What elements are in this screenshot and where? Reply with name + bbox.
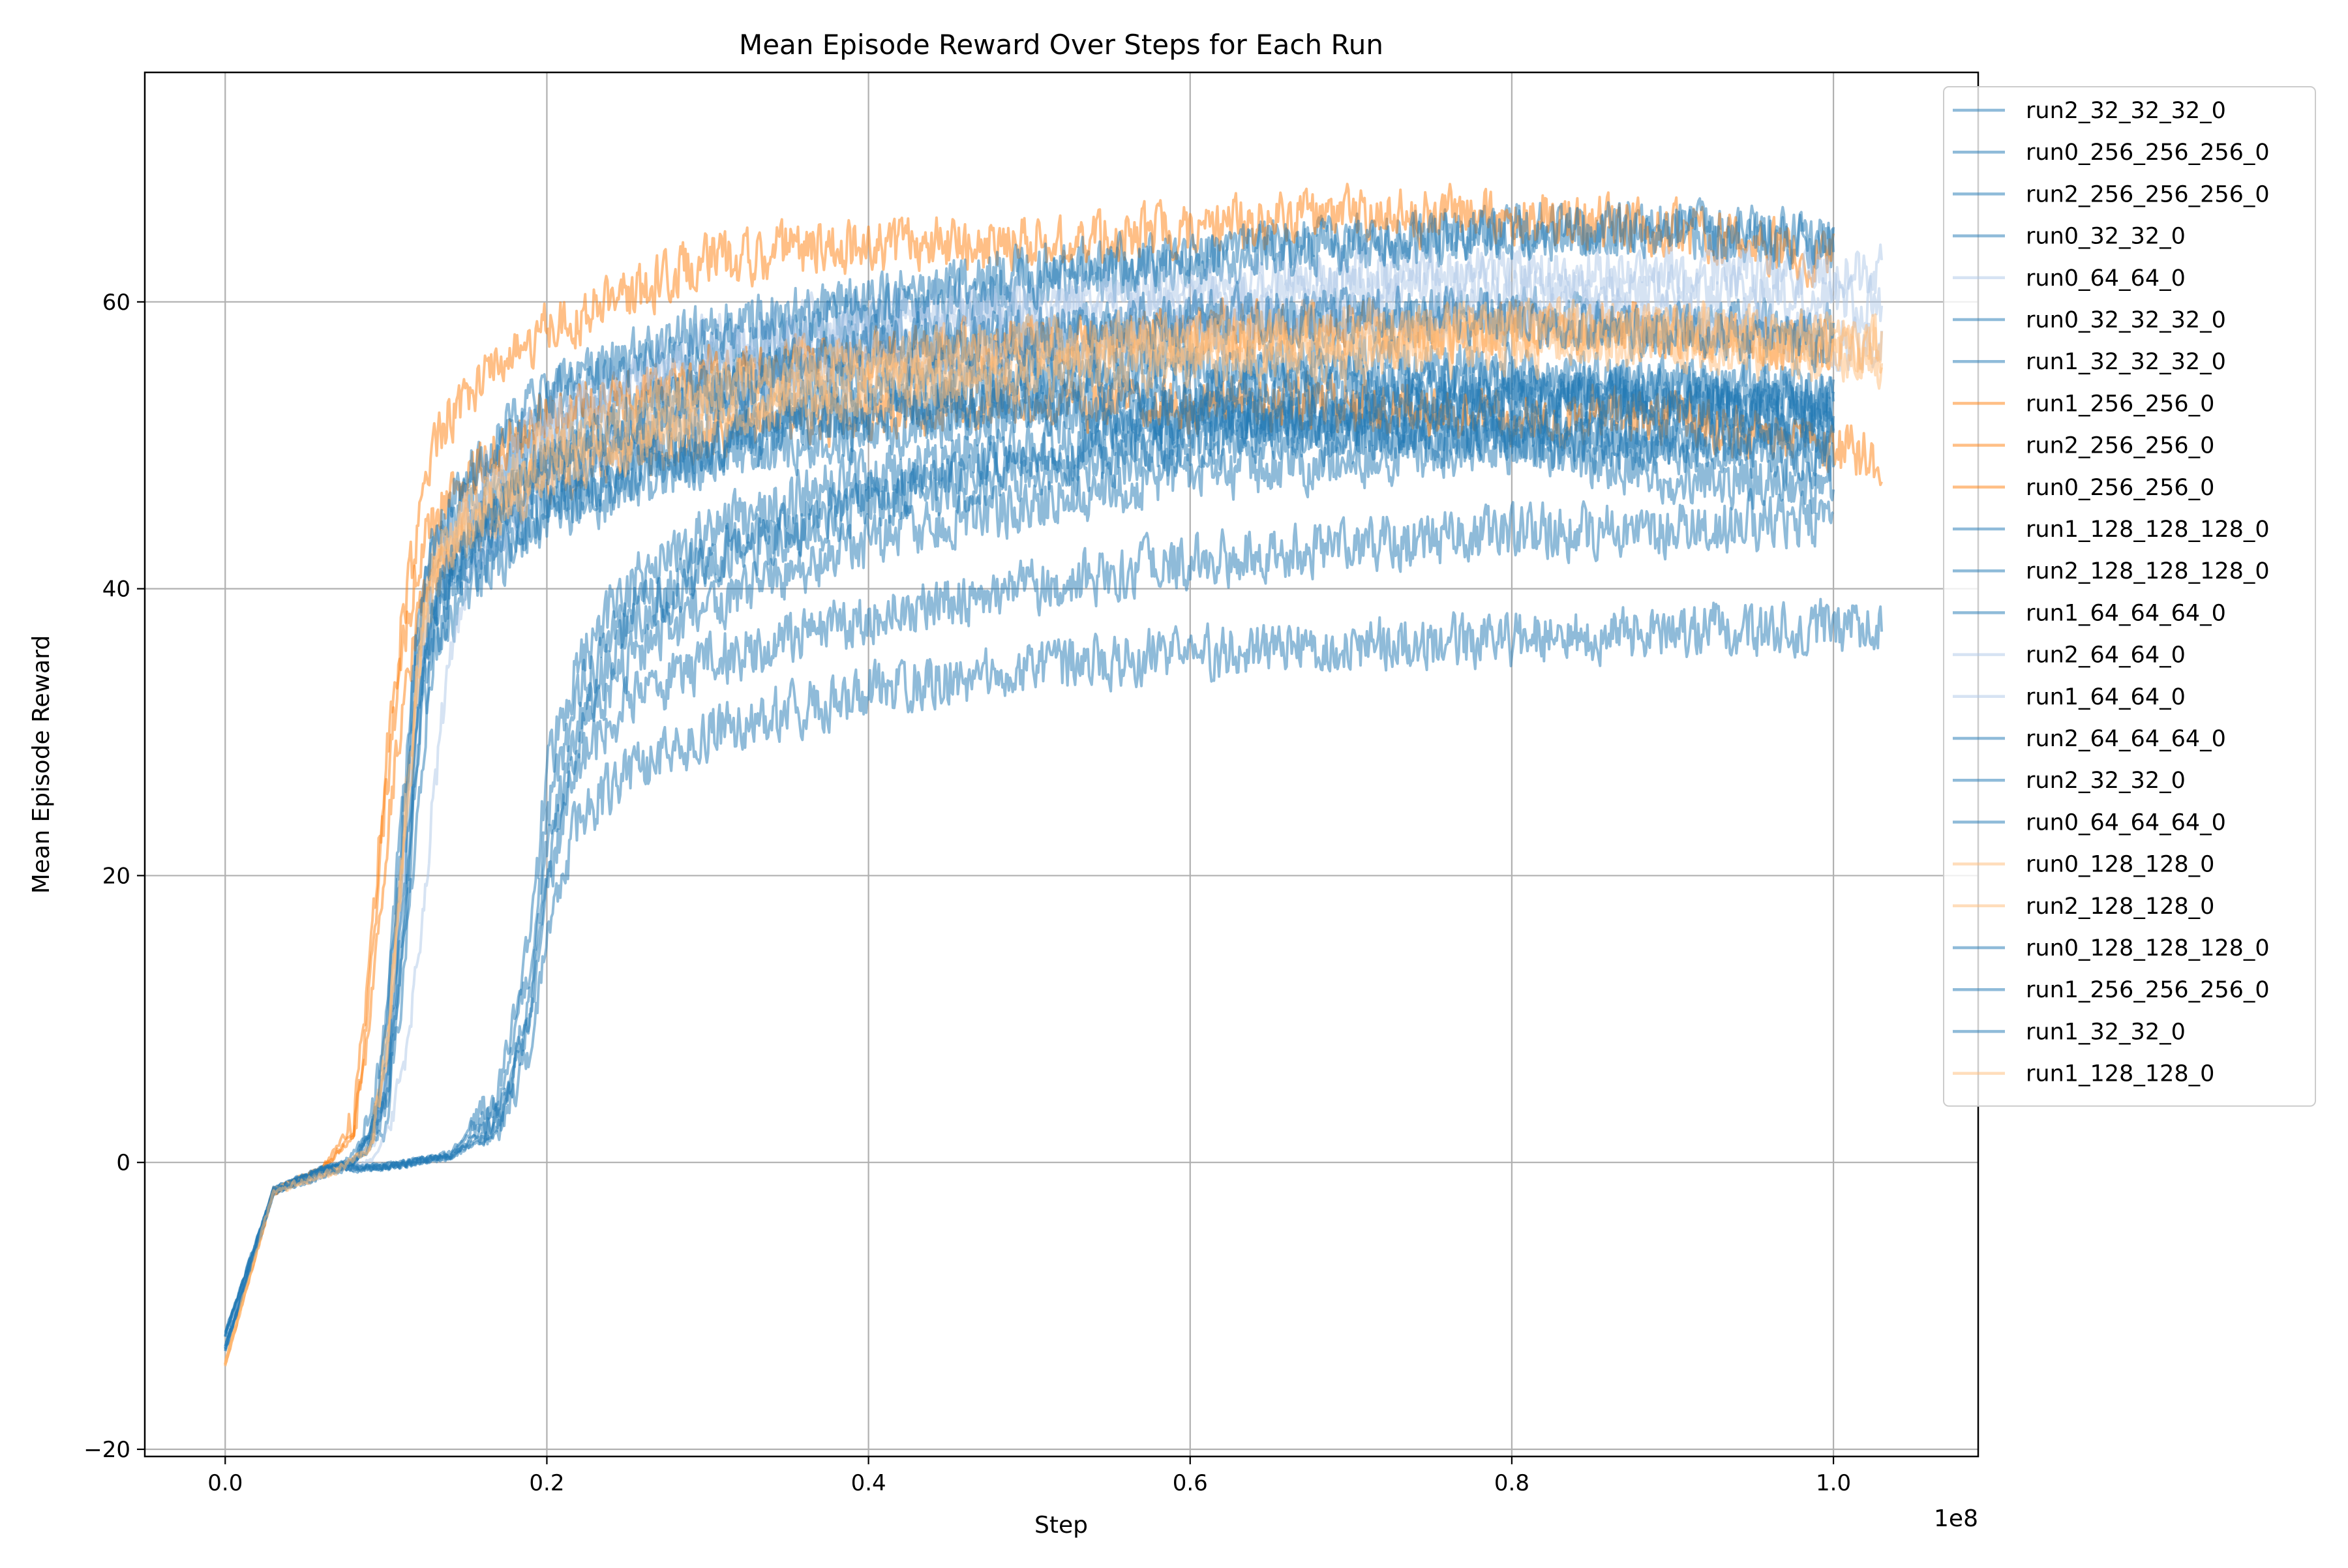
- legend-entry-label: run2_32_32_0: [2026, 768, 2186, 794]
- x-tick-label: 0.0: [207, 1470, 243, 1496]
- y-tick-label: 0: [116, 1150, 130, 1176]
- legend-entry-label: run1_32_32_32_0: [2026, 349, 2226, 375]
- legend-entry-label: run0_128_128_0: [2026, 852, 2214, 878]
- legend-entry-label: run2_128_128_0: [2026, 894, 2214, 920]
- legend-entry-label: run1_32_32_0: [2026, 1019, 2186, 1045]
- legend-entry-label: run2_256_256_0: [2026, 433, 2214, 459]
- legend-entry-label: run1_64_64_64_0: [2026, 600, 2226, 626]
- legend-entry-label: run0_128_128_128_0: [2026, 935, 2270, 961]
- chart-title: Mean Episode Reward Over Steps for Each …: [739, 29, 1383, 61]
- x-tick-label: 1.0: [1816, 1470, 1851, 1496]
- legend-entry-label: run0_64_64_64_0: [2026, 809, 2226, 836]
- legend-entry-label: run1_128_128_128_0: [2026, 517, 2270, 543]
- x-tick-label: 0.8: [1494, 1470, 1529, 1496]
- legend-entry-label: run2_128_128_128_0: [2026, 558, 2270, 584]
- x-tick-label: 0.2: [529, 1470, 564, 1496]
- x-axis-label: Step: [1034, 1512, 1088, 1539]
- series-line: [224, 280, 1835, 1352]
- y-tick-label: 60: [102, 290, 130, 316]
- legend-entry-label: run0_32_32_0: [2026, 224, 2186, 250]
- x-tick-label: 0.6: [1173, 1470, 1208, 1496]
- axis-ticks: 0.0 0.2 0.4 0.6 0.8 1.0 −20 0 20 40 60: [83, 290, 1851, 1496]
- series-line: [224, 183, 1835, 1364]
- legend-box: [1943, 86, 2316, 1107]
- legend-entry-label: run0_32_32_32_0: [2026, 307, 2226, 333]
- legend-entry-label: run1_64_64_0: [2026, 684, 2186, 710]
- series-line: [224, 355, 1835, 1347]
- legend-entry-label: run0_256_256_0: [2026, 475, 2214, 501]
- legend-entry-label: run2_256_256_256_0: [2026, 181, 2270, 207]
- legend-entry-label: run0_256_256_256_0: [2026, 140, 2270, 166]
- legend-entry-label: run0_64_64_0: [2026, 265, 2186, 292]
- y-tick-label: 40: [102, 577, 130, 603]
- legend-entry-label: run2_64_64_64_0: [2026, 726, 2226, 752]
- y-axis-label: Mean Episode Reward: [28, 635, 55, 894]
- series-line: [224, 354, 1835, 1337]
- y-tick-label: 20: [102, 863, 130, 889]
- series-lines: [224, 183, 1884, 1367]
- y-tick-label: −20: [83, 1437, 130, 1463]
- x-tick-label: 0.4: [851, 1470, 886, 1496]
- series-line: [224, 416, 1835, 1336]
- legend-entry-label: run1_128_128_0: [2026, 1061, 2214, 1087]
- legend: run2_32_32_32_0 run0_256_256_256_0 run2_25…: [1943, 86, 2316, 1107]
- legend-entry-label: run1_256_256_256_0: [2026, 977, 2270, 1003]
- series-line: [224, 297, 1884, 1365]
- legend-entry-label: run1_256_256_0: [2026, 391, 2214, 417]
- legend-entry-label: run2_32_32_32_0: [2026, 98, 2226, 124]
- legend-entry-label: run2_64_64_0: [2026, 642, 2186, 669]
- x-offset-label: 1e8: [1934, 1505, 1978, 1532]
